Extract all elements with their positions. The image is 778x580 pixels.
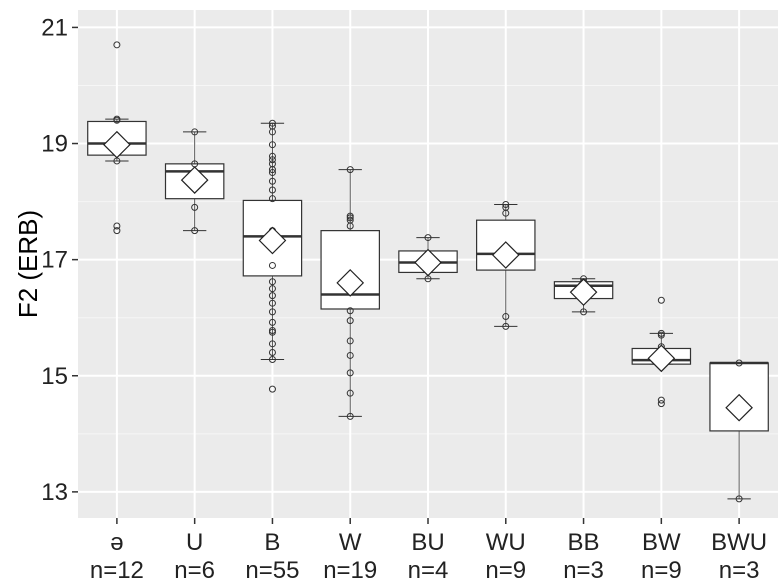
box-1 [164,128,225,235]
data-point [268,292,276,300]
data-point [346,389,354,397]
mean-diamond [414,248,442,277]
data-point [735,359,743,367]
y-axis: 13 15 17 19 21 [41,14,78,506]
data-point [113,222,121,230]
data-point [268,128,276,136]
x-tick-count-label: n=3 [719,557,760,580]
box-group [87,41,769,503]
data-point [268,261,276,269]
data-point [268,166,276,174]
x-tick-count-label: n=19 [323,557,377,580]
box-2 [242,119,303,393]
x-axis: ən=12Un=6Bn=55Wn=19BUn=4WUn=9BBn=3BWn=9B… [90,518,767,580]
x-tick-label: ə [110,529,123,556]
data-point [268,152,276,160]
data-point [268,156,276,164]
x-tick-count-label: n=9 [485,557,526,580]
x-tick-label: U [186,529,203,556]
data-point [424,234,432,242]
y-tick-label: 21 [41,14,68,41]
x-tick-count-label: n=55 [245,557,299,580]
box-7 [631,296,692,408]
data-point [502,322,510,330]
data-point [346,214,354,222]
box-8 [709,359,769,503]
data-point [346,317,354,325]
data-point [346,351,354,359]
data-point [191,203,199,211]
data-point [657,400,665,408]
data-point [580,308,588,316]
data-point [502,200,510,208]
data-point [268,285,276,293]
box-6 [553,275,614,316]
mean-diamond [258,226,287,255]
data-point [268,385,276,393]
x-tick-count-label: n=3 [563,557,604,580]
data-point [113,116,121,124]
mean-diamond [491,241,520,269]
data-point [191,227,199,235]
x-tick-label: BB [568,529,600,556]
mean-diamond [180,166,209,194]
box-0 [87,41,147,235]
x-tick-count-label: n=12 [90,557,144,580]
x-tick-label: WU [486,529,526,556]
box-5 [476,200,536,330]
data-point [268,195,276,203]
data-point [268,169,276,177]
data-point [268,186,276,194]
data-point [268,349,276,357]
mean-diamond [336,269,365,297]
x-tick-label: B [264,529,280,556]
data-point [346,307,354,315]
data-point [657,396,665,404]
data-point [268,278,276,286]
x-tick-label: BW [642,529,681,556]
x-tick-count-label: n=4 [408,557,449,580]
data-point [268,119,276,127]
x-tick-label: BU [411,529,444,556]
data-point [268,177,276,185]
y-axis-title: F2 (ERB) [13,210,43,318]
data-point [346,337,354,345]
data-point [268,141,276,149]
data-point [502,313,510,321]
data-point [346,222,354,230]
data-point [268,318,276,326]
data-point [268,299,276,307]
x-tick-count-label: n=6 [174,557,215,580]
data-point [191,128,199,136]
x-tick-label: W [339,529,362,556]
data-point [268,328,276,336]
y-tick-label: 17 [41,247,68,274]
mean-diamond [103,130,131,159]
data-point [268,356,276,364]
data-point [346,412,354,420]
data-point [502,209,510,217]
x-tick-label: BWU [711,529,767,556]
mean-diamond [725,393,753,422]
y-tick-label: 15 [41,363,68,390]
data-point [268,340,276,348]
mean-diamond [647,344,676,373]
data-point [113,41,121,49]
data-point [735,495,743,503]
x-tick-count-label: n=9 [641,557,682,580]
mean-diamond [569,278,598,307]
data-point [346,166,354,174]
box-3 [320,166,380,420]
data-point [657,296,665,304]
y-tick-label: 19 [41,131,68,158]
data-point [346,369,354,377]
data-point [113,227,121,235]
data-point [268,308,276,316]
box-4 [398,234,458,283]
data-point [657,331,665,339]
y-tick-label: 13 [41,479,68,506]
